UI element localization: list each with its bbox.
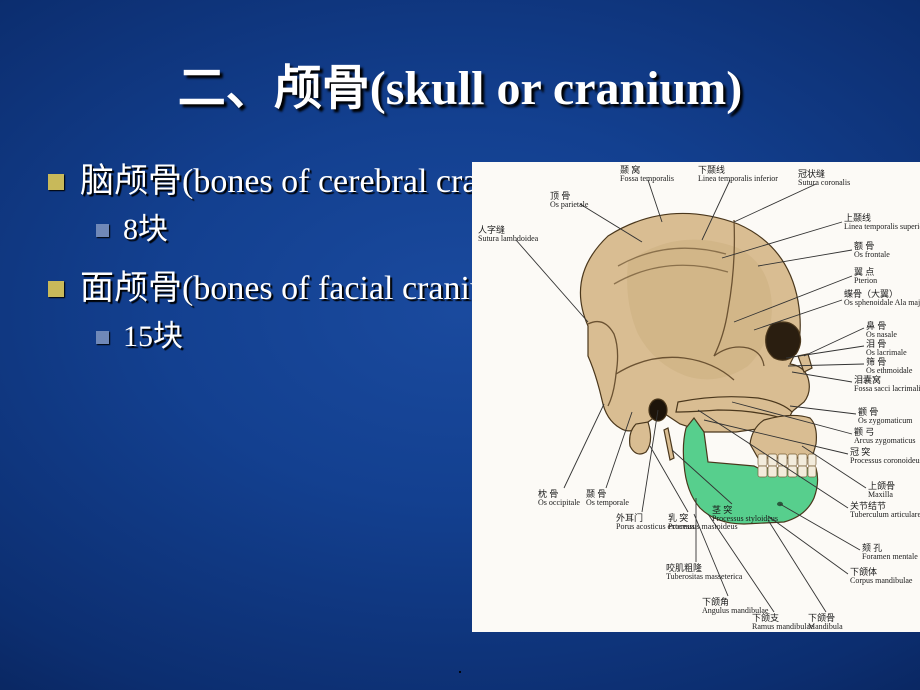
- anatomy-label: 咬肌粗隆Tuberositas masseterica: [666, 564, 742, 582]
- anatomy-label: 额 骨Os frontale: [854, 242, 890, 260]
- anatomy-label: 颧 骨Os zygomaticum: [858, 408, 912, 426]
- anatomy-label: 泪囊窝Fossa sacci lacrimalis: [854, 376, 920, 394]
- anatomy-label: 颞 窝Fossa temporalis: [620, 166, 674, 184]
- anatomy-label: 下颞线Linea temporalis inferior: [698, 166, 778, 184]
- anatomy-label: 下颌骨Mandibula: [808, 614, 843, 632]
- footer-dot: .: [458, 657, 463, 678]
- anatomy-label: 筛 骨Os ethmoidale: [866, 358, 912, 376]
- slide: 二、颅骨(skull or cranium) 脑颅骨(bones of cere…: [0, 0, 920, 690]
- bullet-icon: [96, 331, 109, 344]
- anatomy-label: 枕 骨Os occipitale: [538, 490, 580, 508]
- anatomy-label: 颞 骨Os temporale: [586, 490, 629, 508]
- bullet-text: 15块: [123, 317, 183, 356]
- anatomy-label: 颧 弓Arcus zygomaticus: [854, 428, 916, 446]
- anatomy-label: 鼻 骨Os nasale: [866, 322, 897, 340]
- leader-lines: [472, 162, 920, 632]
- anatomy-label: 翼 点Pterion: [854, 268, 877, 286]
- anatomy-label: 泪 骨Os lacrimale: [866, 340, 907, 358]
- bullet-icon: [48, 281, 64, 297]
- bullet-icon: [48, 174, 64, 190]
- bullet-text: 面颅骨(bones of facial cranium): [80, 267, 525, 311]
- bullet-text: 8块: [123, 210, 168, 249]
- anatomy-label: 下颌体Corpus mandibulae: [850, 568, 912, 586]
- anatomy-label: 人字缝Sutura lambdoidea: [478, 226, 538, 244]
- anatomy-label: 上颌骨Maxilla: [868, 482, 895, 500]
- anatomy-label: 上颞线Linea temporalis superior: [844, 214, 920, 232]
- anatomy-label: 蝶骨（大翼）Os sphenoidale Ala major: [844, 290, 920, 308]
- bullet-icon: [96, 224, 109, 237]
- anatomy-label: 关节结节Tuberculum articulare: [850, 502, 920, 520]
- anatomy-label: 顶 骨Os parietale: [550, 192, 588, 210]
- anatomy-label: 茎 突Processus styloideus: [712, 506, 778, 524]
- anatomy-label: 冠 突Processus coronoideus: [850, 448, 920, 466]
- slide-title: 二、颅骨(skull or cranium): [0, 48, 920, 118]
- skull-diagram: 颞 窝Fossa temporalis 下颞线Linea temporalis i…: [472, 162, 920, 632]
- anatomy-label: 颏 孔Foramen mentale: [862, 544, 918, 562]
- anatomy-label: 下颌支Ramus mandibulae: [752, 614, 814, 632]
- anatomy-label: 冠状缝Sutura coronalis: [798, 170, 850, 188]
